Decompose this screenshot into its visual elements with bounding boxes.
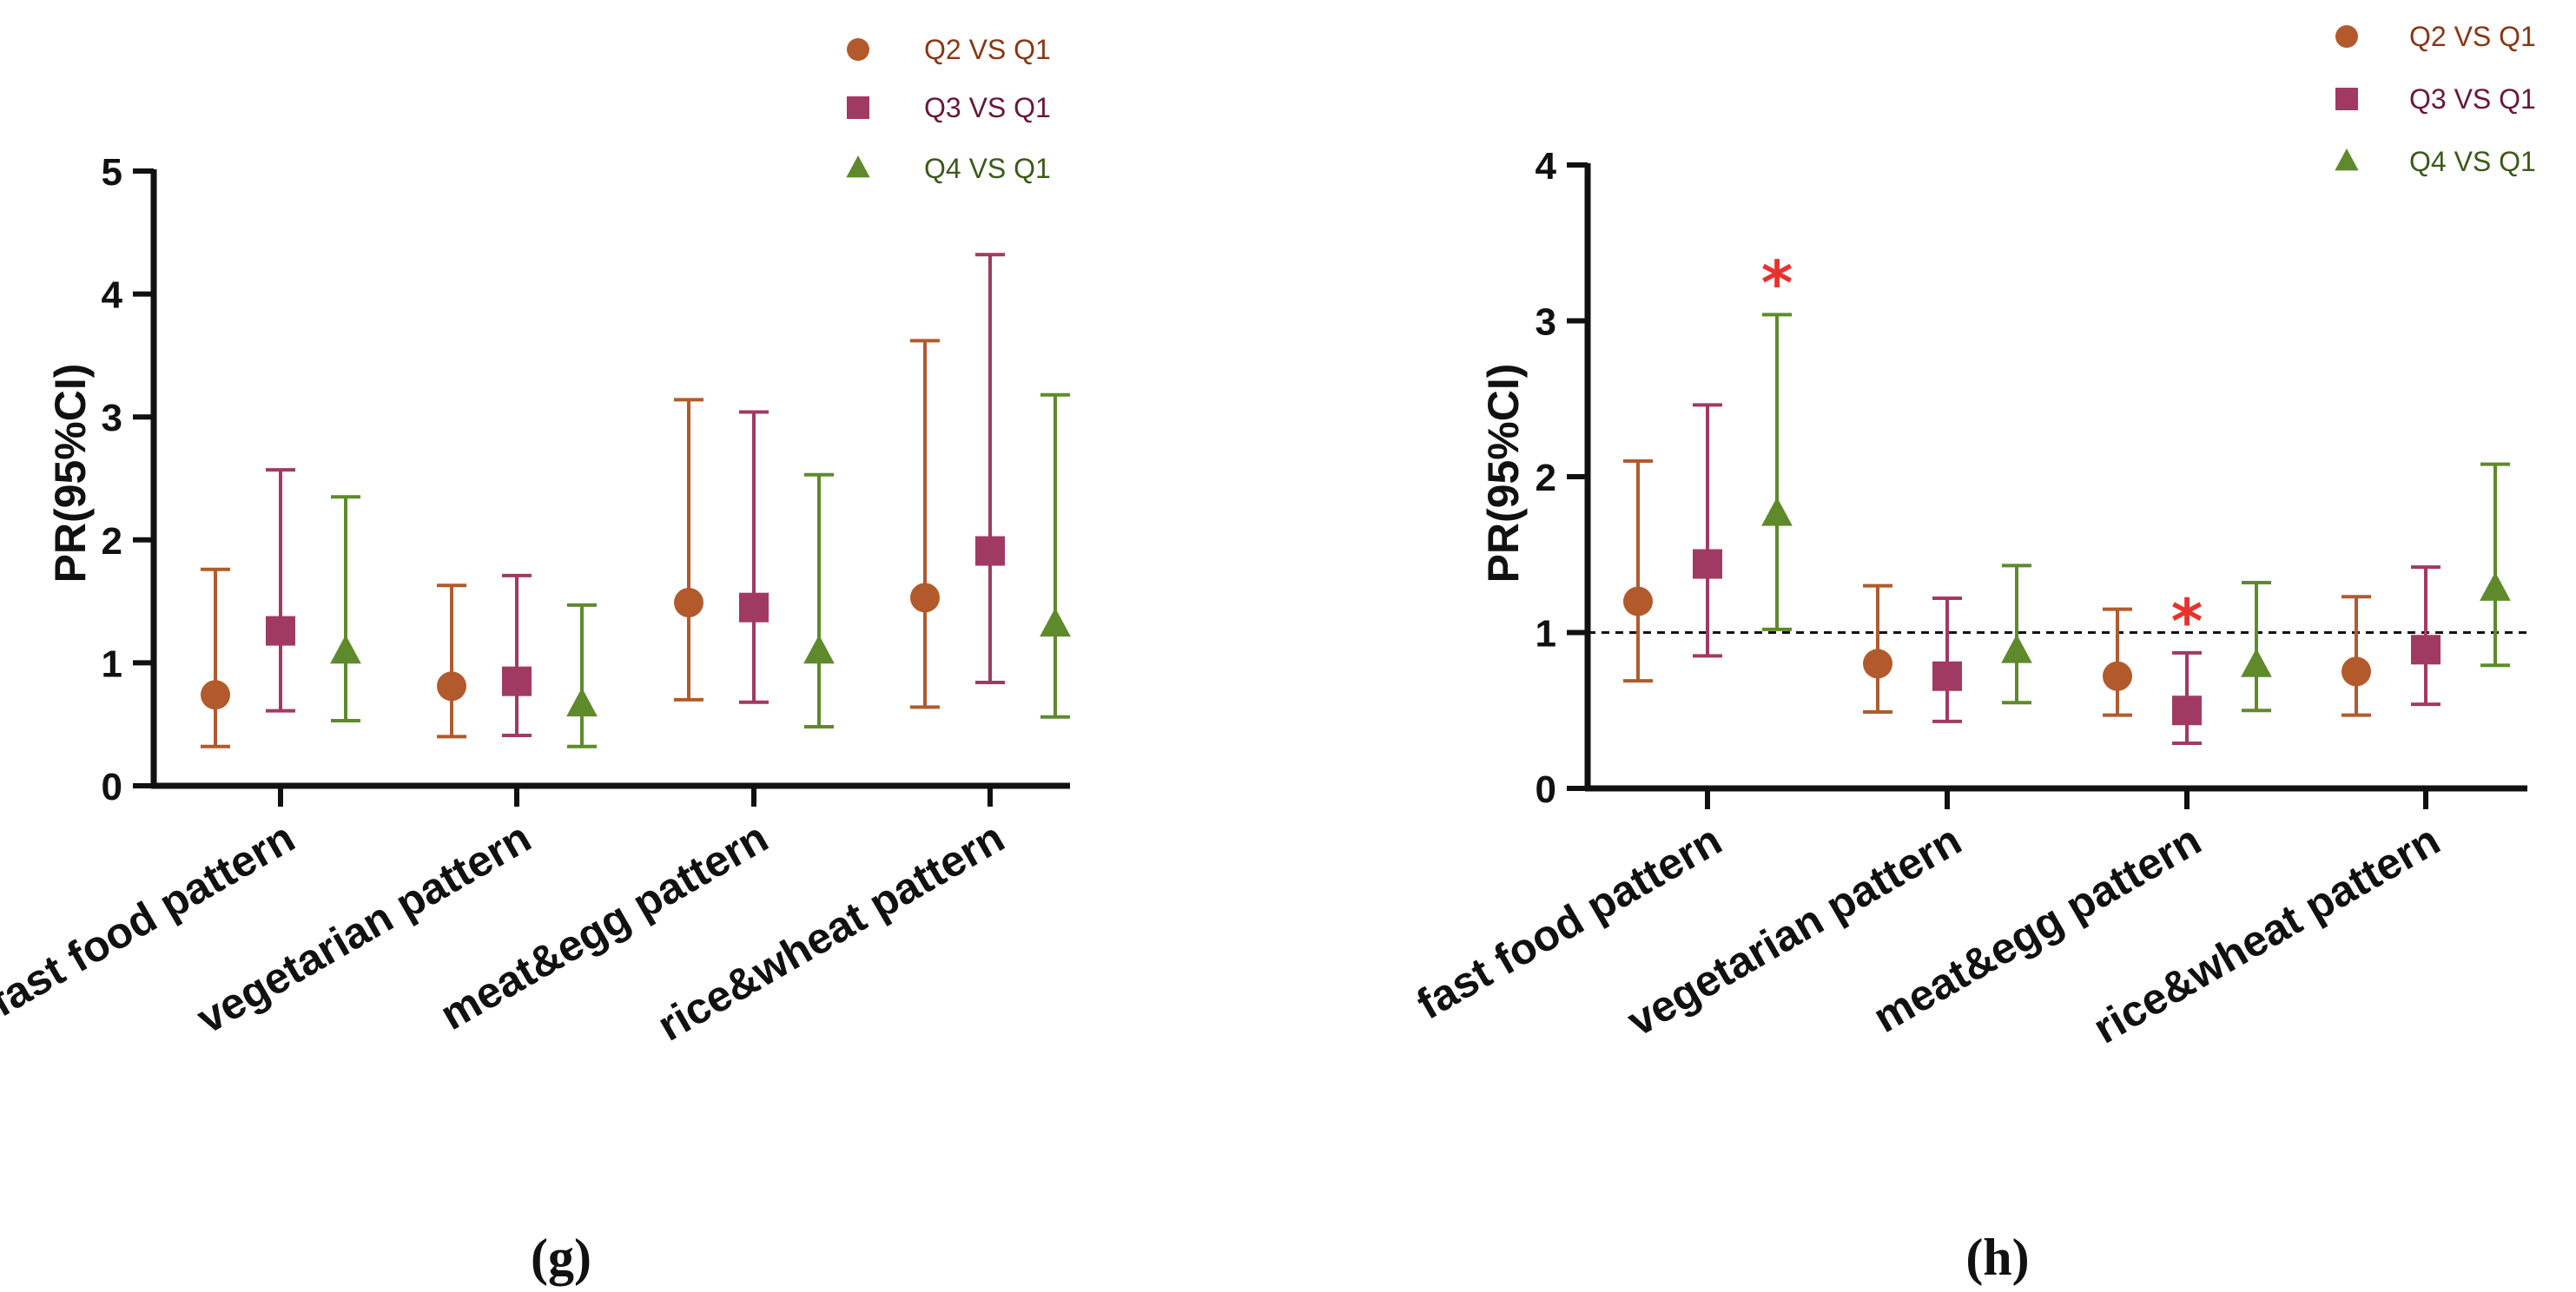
series-q4-vs-q1 [330, 392, 1071, 748]
y-tick-label: 3 [1536, 301, 1556, 344]
y-axis-label-g: PR(95%CI) [46, 364, 95, 583]
legend-marker-square [2335, 88, 2358, 110]
series-q2-vs-q1 [1623, 459, 2371, 717]
data-point [1693, 549, 1722, 579]
data-point [2241, 648, 2272, 677]
data-point [566, 687, 598, 717]
data-point [266, 616, 295, 646]
legend-marker-triangle [2335, 148, 2359, 171]
legend-label-q4: Q4 VS Q1 [924, 153, 1051, 184]
data-point [1761, 497, 1793, 526]
y-tick-label: 4 [1536, 145, 1557, 188]
data-point [674, 588, 703, 618]
significance-star: * [2171, 586, 2203, 657]
legend-h: Q2 VS Q1 Q3 VS Q1 Q4 VS Q1 [2409, 21, 2536, 177]
y-tick-label: 4 [102, 274, 123, 317]
legend-label-q2: Q2 VS Q1 [2409, 21, 2536, 52]
legend-label-q3: Q3 VS Q1 [924, 92, 1051, 123]
panel-h: PR(95%CI) (h) Q2 VS Q1 Q3 VS Q1 Q4 VS Q1… [1409, 21, 2536, 1286]
legend-label-q4: Q4 VS Q1 [2409, 146, 2536, 177]
y-tick-label: 2 [102, 520, 122, 563]
data-point [1040, 607, 1071, 637]
y-tick-label: 5 [102, 151, 122, 194]
y-tick-label: 0 [1536, 768, 1556, 811]
data-point [2172, 695, 2202, 726]
series-q3-vs-q1 [266, 253, 1005, 737]
y-axis-label-h: PR(95%CI) [1479, 364, 1528, 583]
legend-marker-circle [847, 38, 869, 61]
y-tick-label: 1 [1536, 613, 1556, 656]
panel-label-g: (g) [531, 1229, 591, 1286]
data-point [975, 536, 1005, 566]
data-point [201, 680, 230, 710]
data-point [2001, 634, 2032, 663]
y-tick-label: 1 [102, 643, 122, 685]
data-point [2411, 635, 2441, 665]
y-tick-label: 3 [102, 397, 122, 439]
data-point [2342, 656, 2371, 687]
data-point [1863, 649, 1892, 679]
legend-g: Q2 VS Q1 Q3 VS Q1 Q4 VS Q1 [924, 34, 1051, 184]
legend-marker-circle [2335, 25, 2358, 48]
legend-marker-triangle [846, 155, 870, 178]
series-q3-vs-q1 [1693, 403, 2441, 745]
data-point [1932, 661, 1962, 691]
data-point [1623, 586, 1653, 616]
panel-label-h: (h) [1965, 1229, 2029, 1286]
series-q4-vs-q1 [1761, 313, 2511, 713]
legend-label-q3: Q3 VS Q1 [2409, 83, 2536, 115]
series-q2-vs-q1 [201, 339, 940, 748]
data-point [437, 671, 466, 702]
data-point [330, 635, 361, 664]
significance-star: * [1761, 247, 1793, 319]
data-point [910, 583, 940, 613]
data-point [803, 635, 835, 664]
y-tick-label: 2 [1536, 457, 1556, 499]
data-point [739, 592, 769, 623]
data-point [502, 666, 532, 696]
data-point [2103, 661, 2132, 691]
y-tick-label: 0 [102, 766, 122, 808]
panel-g: PR(95%CI) (g) Q2 VS Q1 Q3 VS Q1 Q4 VS Q1… [0, 34, 1071, 1286]
legend-label-q2: Q2 VS Q1 [924, 34, 1051, 65]
data-point [2480, 571, 2511, 601]
legend-marker-square [847, 96, 869, 119]
